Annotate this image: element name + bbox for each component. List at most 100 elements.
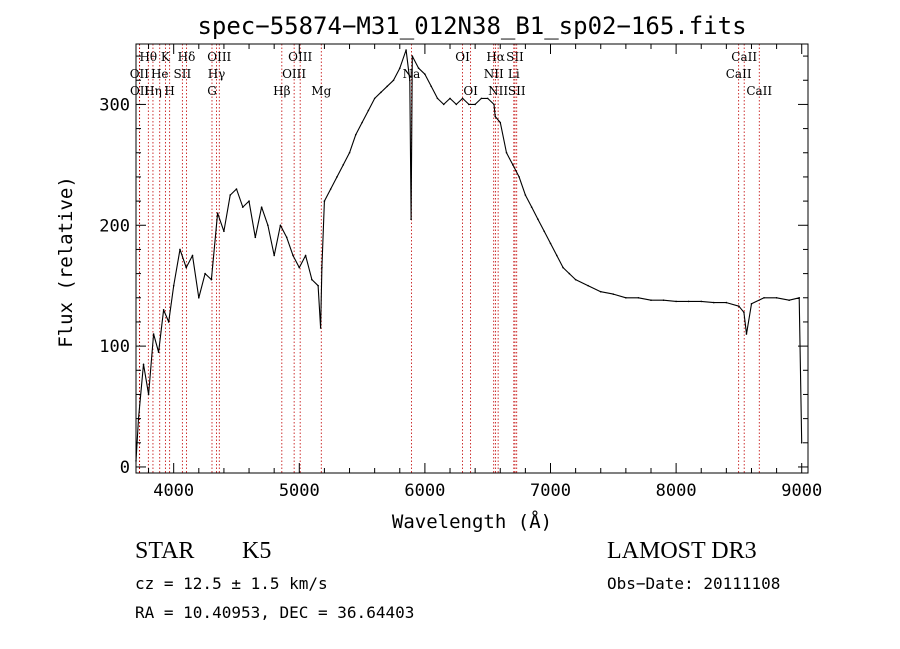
data-point <box>486 97 489 100</box>
data-point <box>568 272 571 275</box>
x-tick-label: 8000 <box>656 481 697 501</box>
data-point <box>745 333 748 335</box>
y-axis-label: Flux (relative) <box>55 176 77 348</box>
data-point <box>162 309 165 311</box>
data-point <box>424 73 426 76</box>
marker-label: OIII <box>207 50 231 64</box>
marker-label: CaII <box>731 50 757 64</box>
data-point <box>223 230 225 233</box>
data-point <box>167 321 170 323</box>
data-point <box>505 151 508 154</box>
data-point <box>405 49 407 51</box>
marker-label: G <box>207 84 217 98</box>
data-point <box>229 194 232 196</box>
marker-label: OI <box>455 50 470 64</box>
data-point <box>743 311 745 314</box>
data-point <box>468 103 470 106</box>
data-point <box>355 133 357 136</box>
data-point <box>788 299 790 301</box>
data-point <box>373 97 376 100</box>
marker-label: OIII <box>288 50 312 64</box>
data-point <box>738 305 740 308</box>
data-point <box>292 254 294 257</box>
data-point <box>152 333 155 335</box>
marker-label: Li <box>508 67 520 81</box>
data-point <box>712 301 715 304</box>
marker-label: Hδ <box>178 50 196 64</box>
data-point <box>461 97 464 100</box>
data-point <box>442 103 445 106</box>
data-point <box>530 206 533 208</box>
data-point <box>798 296 801 299</box>
marker-label: OII <box>130 84 150 98</box>
marker-label: He <box>151 67 169 81</box>
data-point <box>518 176 520 178</box>
data-point <box>499 121 502 124</box>
data-point <box>185 266 188 269</box>
data-point <box>493 103 495 106</box>
data-point <box>555 254 558 257</box>
axis-ticks: 4000 5000 6000 7000 8000 9000 0 100 200 300 <box>99 44 822 501</box>
data-point <box>543 230 546 233</box>
data-point <box>304 254 307 257</box>
data-point <box>436 97 439 100</box>
data-point <box>285 236 288 239</box>
data-point <box>650 299 652 301</box>
x-tick-label: 7000 <box>530 481 571 501</box>
data-point <box>380 91 382 94</box>
observation-date: Obs−Date: 20111108 <box>607 574 781 593</box>
y-tick-label: 0 <box>120 458 130 478</box>
data-point <box>449 97 451 100</box>
marker-label: Na <box>403 67 421 81</box>
data-point <box>430 85 432 88</box>
data-point <box>248 200 250 202</box>
data-point <box>235 188 238 190</box>
x-tick-label: 9000 <box>781 481 822 501</box>
marker-label: OII <box>130 67 150 81</box>
marker-label: Hη <box>144 84 162 98</box>
data-point <box>700 300 703 303</box>
data-point <box>142 363 145 366</box>
data-point <box>254 236 257 239</box>
data-point <box>298 266 301 269</box>
marker-label: NII <box>484 67 504 81</box>
x-axis-label: Wavelength (Å) <box>392 510 552 533</box>
data-point <box>625 296 627 299</box>
object-subclass: K5 <box>242 538 272 564</box>
data-point <box>336 176 338 178</box>
data-point <box>198 296 200 299</box>
marker-label: H <box>164 84 174 98</box>
y-tick-label: 200 <box>99 216 130 236</box>
data-point <box>323 200 326 202</box>
data-point <box>474 103 476 106</box>
marker-label: Hγ <box>208 67 226 81</box>
data-point <box>455 103 458 106</box>
object-class: STAR <box>135 538 195 564</box>
data-point <box>367 109 370 112</box>
data-point <box>599 290 602 293</box>
data-point <box>687 300 690 303</box>
data-point <box>348 151 351 154</box>
data-point <box>392 79 395 82</box>
coordinates: RA = 10.40953, DEC = 36.64403 <box>135 603 415 622</box>
data-point <box>562 266 564 269</box>
data-point <box>398 67 401 69</box>
data-point <box>329 188 332 190</box>
data-point <box>775 296 778 299</box>
marker-label: SII <box>173 67 191 81</box>
marker-label: Hα <box>486 50 505 64</box>
data-point <box>321 266 323 269</box>
data-point <box>179 248 181 251</box>
data-point <box>763 296 765 299</box>
data-point <box>241 206 244 208</box>
series-line <box>135 49 803 461</box>
data-point <box>317 284 319 287</box>
marker-label: CaII <box>746 84 772 98</box>
marker-label: SII <box>506 50 524 64</box>
data-point <box>549 242 552 245</box>
marker-label: Mg <box>311 84 331 98</box>
data-point <box>675 300 677 303</box>
plot-frame <box>135 43 809 474</box>
chart-title: spec−55874−M31_012N38_B1_sp02−165.fits <box>197 12 746 40</box>
